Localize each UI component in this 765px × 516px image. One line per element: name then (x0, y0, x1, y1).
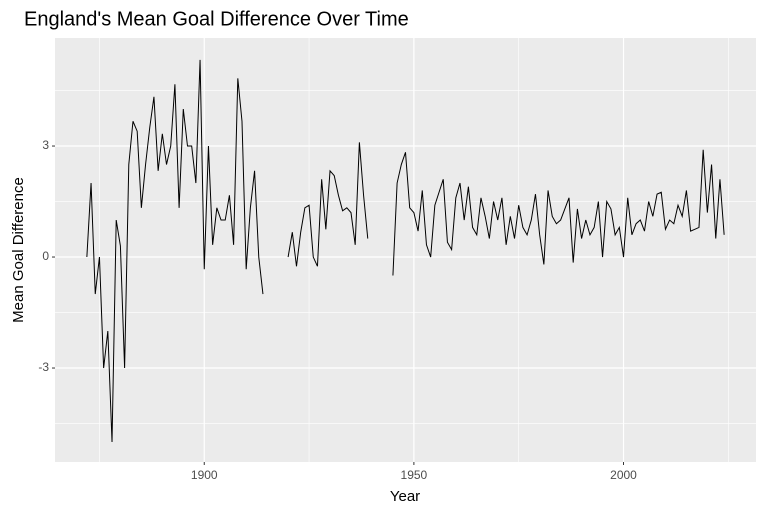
x-axis-label: Year (390, 488, 420, 505)
y-axis-label: Mean Goal Difference (10, 177, 27, 323)
panel (55, 38, 756, 462)
line (86, 59, 725, 443)
x-tick-label: 1900 (191, 468, 218, 482)
y-tick-label: 3 (42, 138, 49, 152)
x-tick-label: 2000 (610, 468, 637, 482)
chart-title: England's Mean Goal Difference Over Time (24, 8, 409, 30)
y-tick-label: -3 (38, 360, 49, 374)
y-tick-label: 0 (42, 249, 49, 263)
x-tick-label: 1950 (401, 468, 428, 482)
